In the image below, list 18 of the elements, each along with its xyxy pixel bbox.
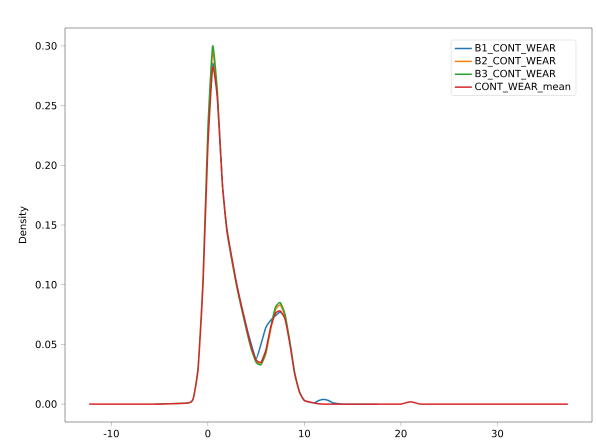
y-tick-label: 0.30	[36, 42, 57, 50]
x-tick-label: -10	[104, 430, 119, 438]
x-tick-label: 30	[492, 430, 504, 438]
legend-label: CONT_WEAR_mean	[475, 82, 570, 92]
y-axis-title: Density	[18, 206, 28, 243]
x-tick-label: 10	[299, 430, 310, 438]
y-tick-label: 0.10	[36, 280, 57, 288]
y-tick-label: 0.20	[36, 162, 57, 170]
x-tick-label: 20	[395, 430, 407, 438]
y-tick-label: 0.25	[36, 102, 56, 110]
legend-label: B2_CONT_WEAR	[476, 56, 556, 67]
legend-label: B1_CONT_WEAR	[476, 44, 556, 54]
line-series	[88, 66, 569, 405]
y-tick-label: 0.15	[36, 221, 56, 229]
legend-label: B3_CONT_WEAR	[476, 70, 556, 80]
y-tick-label: 0.05	[36, 340, 56, 348]
y-tick-label: 0.00	[36, 400, 57, 408]
x-tick-label: 0	[205, 430, 210, 438]
